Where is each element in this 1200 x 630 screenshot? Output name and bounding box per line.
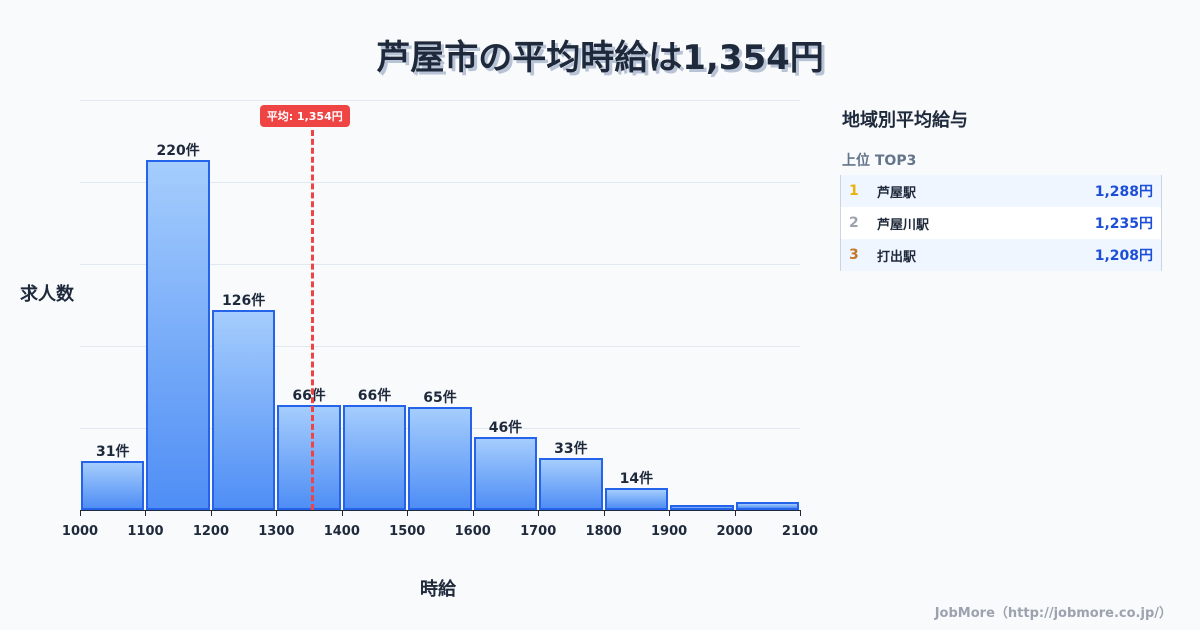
bar-value-label: 31件 xyxy=(95,443,130,460)
bar-value-label: 126件 xyxy=(222,292,266,309)
x-tick-label: 1600 xyxy=(454,524,491,539)
station-wage: 1,235円 xyxy=(1094,216,1153,232)
average-line xyxy=(310,130,314,510)
bar-value-label: 46件 xyxy=(488,419,523,436)
histogram-bar xyxy=(408,406,472,510)
x-tick xyxy=(276,510,278,516)
x-tick-label: 1300 xyxy=(258,524,295,539)
bar-value-label: 220件 xyxy=(156,143,200,160)
x-tick xyxy=(341,510,343,516)
bar-value-label: 66件 xyxy=(357,388,392,405)
station-name: 打出駅 xyxy=(877,249,917,265)
x-tick xyxy=(603,510,605,516)
gridline xyxy=(80,182,800,183)
x-tick xyxy=(407,510,409,516)
histogram-bar xyxy=(211,309,276,510)
histogram-bar xyxy=(539,457,603,510)
x-tick xyxy=(210,510,212,516)
gridline xyxy=(80,264,800,265)
bar-value-label: 14件 xyxy=(619,470,654,487)
x-tick xyxy=(538,510,540,516)
average-badge: 平均: 1,354円 xyxy=(259,105,350,127)
sidebar-subtitle: 上位 TOP3 xyxy=(842,153,917,169)
histogram-plot: 31件 220件 126件 66件 66件 65件 46件 33件 14件 xyxy=(80,100,800,510)
station-name: 芦屋駅 xyxy=(877,185,917,201)
histogram-bar xyxy=(473,436,538,510)
ranking-item: 2 芦屋川駅 1,235円 xyxy=(841,207,1161,239)
x-tick xyxy=(734,510,736,516)
gridline xyxy=(80,100,800,101)
x-tick-label: 1700 xyxy=(520,524,557,539)
station-name: 芦屋川駅 xyxy=(877,217,930,233)
y-axis-label: 求人数 xyxy=(20,284,74,305)
histogram-bar xyxy=(277,405,341,510)
gridline xyxy=(80,346,800,347)
x-tick xyxy=(145,510,147,516)
rank-number: 2 xyxy=(849,215,859,231)
x-tick-label: 1100 xyxy=(127,524,164,539)
bar-value-label: 66件 xyxy=(292,388,326,405)
x-tick-label: 1200 xyxy=(192,524,229,539)
x-tick xyxy=(800,510,801,516)
ranking-list: 1 芦屋駅 1,288円 2 芦屋川駅 1,235円 3 打出駅 1,208円 xyxy=(840,175,1162,271)
rank-number: 1 xyxy=(849,183,859,199)
x-tick-label: 1400 xyxy=(323,524,360,539)
x-tick-label: 1900 xyxy=(650,524,688,539)
sidebar-title: 地域別平均給与 xyxy=(842,110,968,131)
footer-credit: JobMore（http://jobmore.co.jp/） xyxy=(934,606,1172,621)
histogram-bar xyxy=(81,460,145,510)
rank-number: 3 xyxy=(849,247,859,263)
station-wage: 1,208円 xyxy=(1094,248,1153,264)
x-tick xyxy=(472,510,474,516)
histogram-bar xyxy=(146,160,210,510)
x-axis-line xyxy=(80,510,800,511)
histogram-bar xyxy=(342,405,407,510)
x-tick xyxy=(80,510,81,516)
x-tick-label: 2100 xyxy=(781,524,819,539)
x-tick-label: 2000 xyxy=(716,524,753,539)
x-tick xyxy=(669,510,671,516)
station-wage: 1,288円 xyxy=(1094,184,1153,200)
histogram-bar xyxy=(735,502,799,510)
histogram-bar xyxy=(604,487,669,510)
x-tick-label: 1000 xyxy=(61,524,99,539)
x-tick-label: 1500 xyxy=(389,524,426,539)
x-tick-label: 1800 xyxy=(585,524,622,539)
page-title: 芦屋市の平均時給は1,354円 xyxy=(376,38,824,78)
ranking-item: 3 打出駅 1,208円 xyxy=(841,239,1161,271)
bar-value-label: 33件 xyxy=(554,440,588,457)
x-axis-label: 時給 xyxy=(420,579,456,600)
ranking-item: 1 芦屋駅 1,288円 xyxy=(841,175,1161,207)
bar-value-label: 65件 xyxy=(423,389,457,406)
histogram-bar xyxy=(670,505,734,510)
